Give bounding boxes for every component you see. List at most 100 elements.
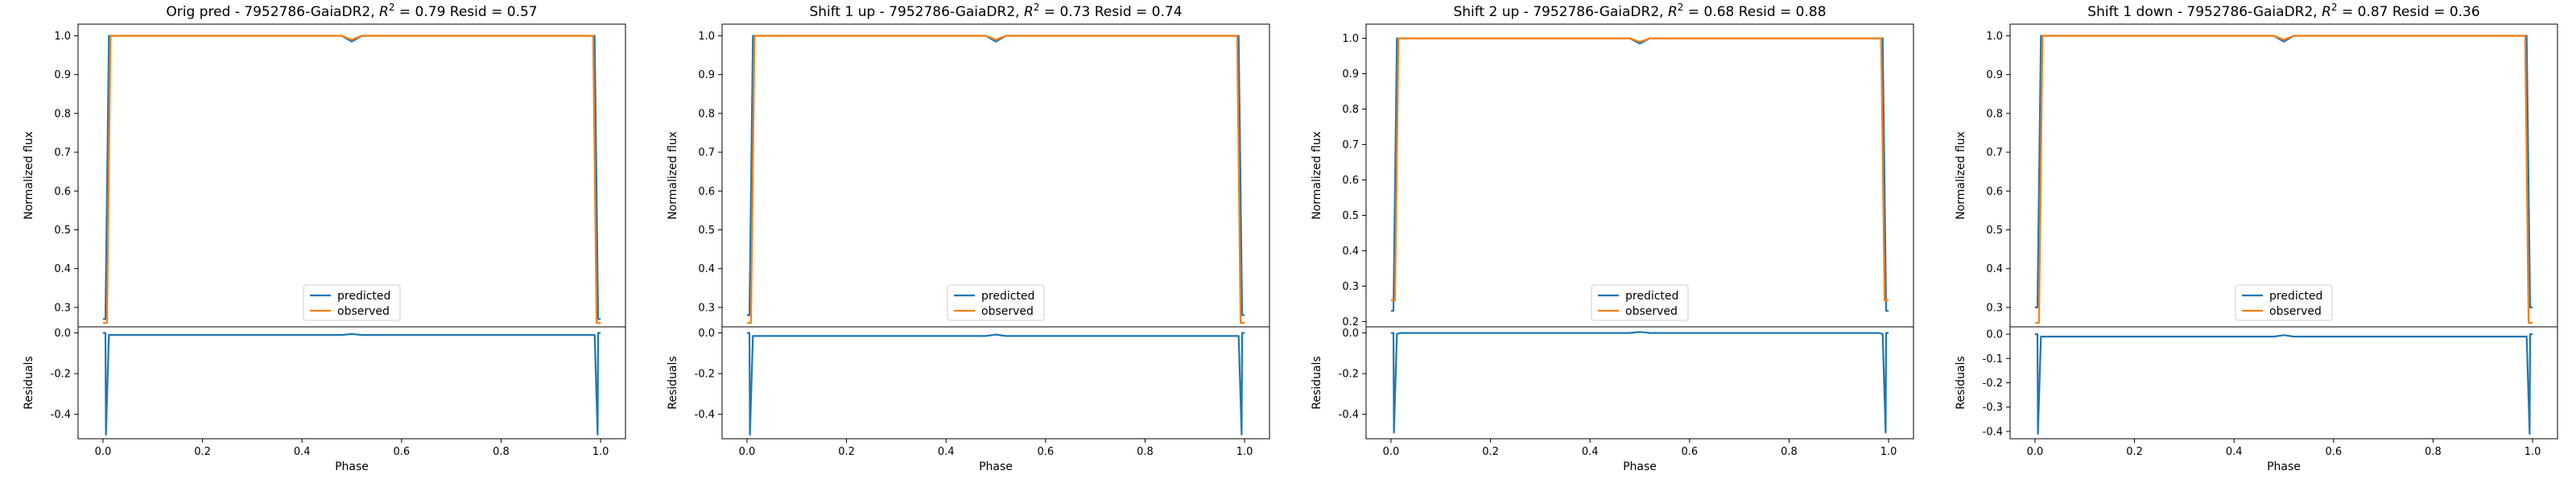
flux-y-tick-label: 0.9: [54, 69, 71, 81]
x-axis-label: Phase: [2267, 460, 2301, 473]
x-tick-label: 0.6: [1681, 446, 1698, 458]
series-line-predicted: [746, 35, 1245, 316]
title-text: Orig pred - 7952786-GaiaDR2,: [166, 4, 379, 20]
title-resid-label: Resid =: [1734, 4, 1795, 20]
flux-y-tick-label: 0.8: [1986, 108, 2003, 120]
title-text: Shift 2 up - 7952786-GaiaDR2,: [1453, 4, 1668, 20]
flux-y-tick-label: 0.5: [698, 225, 715, 237]
title-resid-label: Resid =: [2388, 4, 2449, 20]
flux-y-tick-label: 0.3: [1342, 281, 1359, 293]
title-r-symbol: R: [379, 4, 389, 20]
residual-line: [2034, 333, 2533, 436]
x-tick-label: 0.4: [1582, 446, 1599, 458]
residual-y-tick-label: -0.4: [695, 409, 715, 421]
residual-y-tick-label: -0.4: [1339, 409, 1359, 421]
title-r2-value: 0.79: [415, 4, 446, 20]
title-r-symbol: R: [1668, 4, 1678, 20]
residual-line: [1390, 331, 1889, 434]
flux-y-tick-label: 0.9: [698, 69, 715, 81]
y-axis-label: Normalized flux: [1311, 131, 1323, 220]
chart-panel-3: Shift 2 up - 7952786-GaiaDR2, R2 = 0.68 …: [1311, 2, 1914, 473]
series-line-predicted: [102, 35, 601, 320]
flux-y-tick-label: 0.7: [1342, 139, 1359, 151]
flux-y-tick-label: 0.6: [1986, 186, 2003, 198]
residual-y-tick-label: -0.2: [695, 369, 715, 381]
flux-y-tick-label: 0.8: [54, 108, 71, 120]
x-tick-label: 0.8: [1137, 446, 1154, 458]
flux-y-tick-label: 0.8: [1342, 104, 1359, 116]
flux-axes-frame: [77, 23, 626, 328]
flux-y-tick-label: 0.5: [1342, 210, 1359, 222]
title-r2-value: 0.68: [1703, 4, 1734, 20]
title-resid-value: 0.36: [2450, 4, 2480, 20]
legend-entry-observed: observed: [2269, 305, 2322, 318]
x-tick-label: 0.4: [938, 446, 955, 458]
x-tick-label: 0.0: [95, 446, 112, 458]
flux-axes-frame: [1365, 23, 1914, 328]
residual-axes-frame: [2009, 326, 2558, 440]
flux-y-tick-label: 0.6: [698, 186, 715, 198]
title-resid-value: 0.74: [1152, 4, 1183, 20]
x-tick-label: 0.8: [1781, 446, 1798, 458]
flux-y-tick-label: 0.9: [1342, 68, 1359, 80]
flux-y-tick-label: 0.7: [54, 147, 71, 159]
legend-entry-predicted: predicted: [1625, 290, 1678, 303]
flux-y-tick-label: 0.3: [698, 302, 715, 314]
residual-y-tick-label: -0.2: [1339, 369, 1359, 381]
title-equals: =: [1683, 4, 1703, 20]
x-tick-label: 0.0: [2027, 446, 2044, 458]
title-text: Shift 1 up - 7952786-GaiaDR2,: [809, 4, 1024, 20]
x-tick-label: 1.0: [1236, 446, 1253, 458]
flux-y-tick-label: 0.2: [1342, 316, 1359, 328]
residual-axes-frame: [721, 326, 1270, 440]
residual-axis-label: Residuals: [1311, 356, 1323, 409]
residual-y-tick-label: -0.2: [1983, 378, 2003, 390]
title-resid-value: 0.88: [1796, 4, 1827, 20]
chart-title: Shift 1 up - 7952786-GaiaDR2, R2 = 0.73 …: [809, 2, 1182, 20]
title-r-symbol: R: [2322, 4, 2331, 20]
flux-y-tick-label: 0.6: [54, 186, 71, 198]
series-line-observed: [1390, 37, 1889, 302]
flux-y-tick-label: 1.0: [1342, 33, 1359, 45]
x-tick-label: 0.0: [739, 446, 756, 458]
series-line-predicted: [1390, 37, 1889, 312]
flux-y-tick-label: 0.5: [1986, 225, 2003, 237]
flux-y-tick-label: 0.7: [698, 147, 715, 159]
title-superscript: 2: [389, 2, 395, 13]
flux-y-tick-label: 1.0: [1986, 31, 2003, 43]
residual-y-tick-label: -0.4: [51, 409, 71, 421]
x-tick-label: 0.8: [2425, 446, 2442, 458]
flux-y-tick-label: 0.3: [1986, 302, 2003, 314]
x-tick-label: 0.6: [2325, 446, 2342, 458]
title-r2-value: 0.73: [1059, 4, 1090, 20]
flux-y-tick-label: 0.6: [1342, 175, 1359, 187]
chart-panel-1: Orig pred - 7952786-GaiaDR2, R2 = 0.79 R…: [23, 2, 626, 473]
title-superscript: 2: [2331, 2, 2338, 13]
flux-y-tick-label: 0.4: [54, 263, 71, 275]
flux-y-tick-label: 0.4: [1342, 246, 1359, 258]
title-equals: =: [394, 4, 415, 20]
x-tick-label: 0.8: [493, 446, 510, 458]
x-tick-label: 0.4: [294, 446, 311, 458]
title-equals: =: [1039, 4, 1059, 20]
flux-y-tick-label: 1.0: [54, 31, 71, 43]
residual-y-tick-label: -0.3: [1983, 402, 2003, 414]
residual-y-tick-label: 0.0: [1342, 328, 1359, 340]
title-resid-label: Resid =: [445, 4, 506, 20]
flux-y-tick-label: 0.3: [54, 302, 71, 314]
residual-axis-label: Residuals: [667, 356, 679, 409]
x-tick-label: 0.6: [393, 446, 410, 458]
residual-y-tick-label: 0.0: [698, 328, 715, 340]
x-axis-label: Phase: [1623, 460, 1657, 473]
flux-y-tick-label: 0.5: [54, 225, 71, 237]
series-line-observed: [102, 35, 601, 324]
legend-entry-predicted: predicted: [981, 290, 1034, 303]
residual-y-tick-label: -0.4: [1983, 426, 2003, 438]
title-r2-value: 0.87: [2358, 4, 2388, 20]
residual-y-tick-label: -0.2: [51, 369, 71, 381]
legend-entry-predicted: predicted: [2269, 290, 2322, 303]
legend-entry-observed: observed: [981, 305, 1034, 318]
legend-entry-predicted: predicted: [337, 290, 390, 303]
residual-y-tick-label: 0.0: [54, 328, 71, 340]
series-line-observed: [746, 35, 1245, 324]
